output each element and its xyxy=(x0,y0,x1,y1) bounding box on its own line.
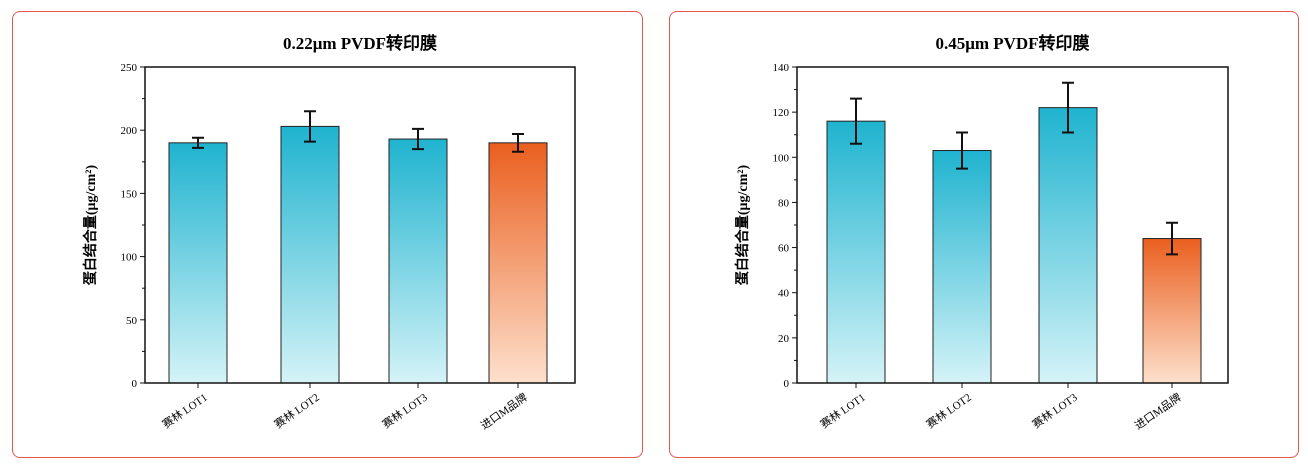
chart-title: 0.22μm PVDF转印膜 xyxy=(283,33,437,53)
y-axis-label: 蛋白结合量(μg/cm²) xyxy=(734,165,751,286)
y-tick-label: 80 xyxy=(778,197,790,209)
y-tick-label: 0 xyxy=(784,378,790,390)
chart-panel-022 xyxy=(12,11,643,458)
bar xyxy=(932,150,992,384)
bar xyxy=(488,142,548,384)
chart-panel-045 xyxy=(669,11,1299,458)
x-tick-label: 进口M品牌 xyxy=(1132,390,1184,432)
bar xyxy=(168,142,228,384)
x-tick-label: 赛林 LOT3 xyxy=(1029,390,1080,431)
error-bar xyxy=(512,132,524,153)
y-axis-label: 蛋白结合量(μg/cm²) xyxy=(82,165,99,286)
x-tick-label: 赛林 LOT1 xyxy=(817,390,867,431)
bar xyxy=(826,120,886,384)
y-tick-label: 20 xyxy=(778,333,790,345)
error-bar xyxy=(1062,81,1074,134)
y-tick-label: 50 xyxy=(126,315,138,327)
error-bar xyxy=(1166,221,1178,256)
y-tick-label: 40 xyxy=(778,288,790,300)
error-bar xyxy=(192,136,204,149)
bar xyxy=(388,138,448,384)
y-tick-label: 200 xyxy=(121,125,138,137)
y-tick-label: 60 xyxy=(778,243,790,255)
x-tick-label: 赛林 LOT2 xyxy=(271,390,321,431)
error-bar xyxy=(850,97,862,145)
chart-title: 0.45μm PVDF转印膜 xyxy=(935,33,1089,53)
plot-frame xyxy=(144,66,576,384)
error-bar xyxy=(412,127,424,151)
x-tick-label: 赛林 LOT1 xyxy=(159,390,209,431)
y-tick-label: 250 xyxy=(121,62,138,74)
y-tick-label: 150 xyxy=(121,188,138,200)
bar xyxy=(280,125,340,384)
x-tick-label: 赛林 LOT3 xyxy=(379,390,430,431)
y-tick-label: 100 xyxy=(773,152,790,164)
bar xyxy=(1038,107,1098,384)
error-bar xyxy=(304,110,316,143)
plot-frame xyxy=(796,66,1229,384)
y-tick-label: 120 xyxy=(773,107,790,119)
y-tick-label: 0 xyxy=(132,378,138,390)
x-tick-label: 赛林 LOT2 xyxy=(923,390,973,431)
y-tick-label: 100 xyxy=(121,252,138,264)
y-tick-label: 140 xyxy=(773,62,790,74)
error-bar xyxy=(956,131,968,170)
bar xyxy=(1142,238,1202,384)
x-tick-label: 进口M品牌 xyxy=(478,390,530,432)
